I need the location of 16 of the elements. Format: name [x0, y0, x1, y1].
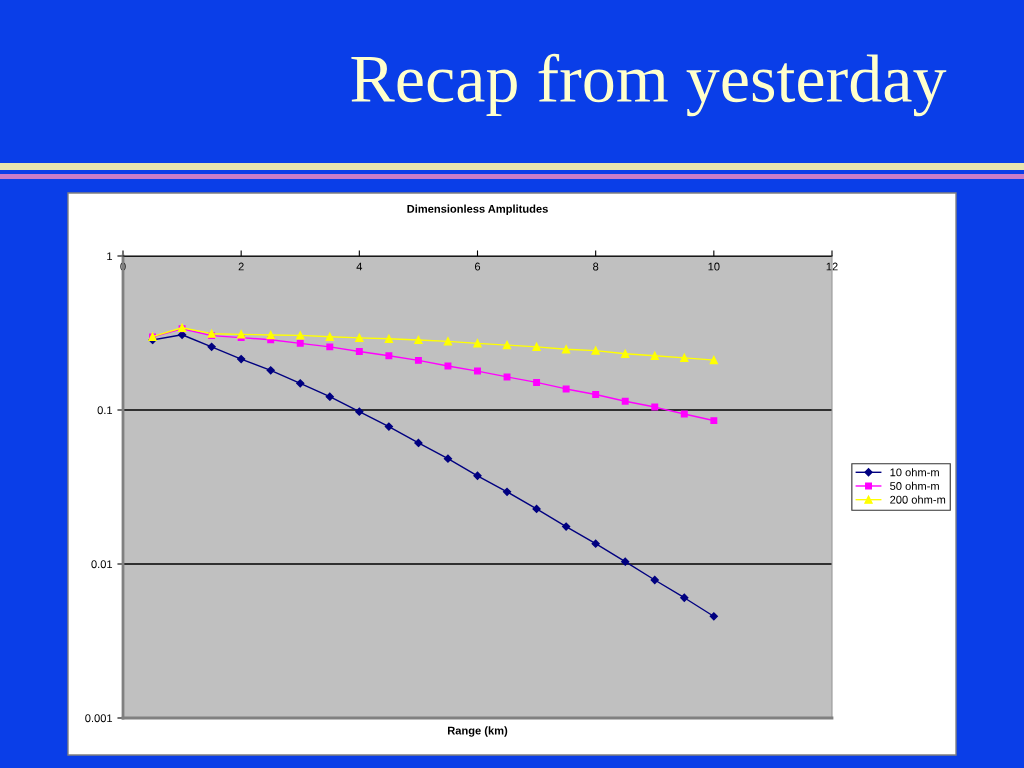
chart-title: Dimensionless Amplitudes	[407, 204, 548, 215]
legend-label: 200 ohm-m	[890, 495, 946, 504]
y-tick-label: 0.1	[97, 406, 113, 415]
x-tick-label: 8	[593, 262, 599, 271]
legend-label: 10 ohm-m	[890, 468, 939, 477]
text: Recap from yesterday	[351, 53, 947, 117]
x-tick-label: 12	[826, 262, 838, 271]
y-tick-label: 0.01	[91, 560, 113, 569]
y-tick-label: 1	[107, 252, 113, 261]
x-tick-label: 4	[356, 262, 363, 271]
x-tick-label: 6	[474, 262, 481, 271]
x-tick-label: 2	[238, 262, 244, 271]
legend-label: 50 ohm-m	[890, 481, 939, 490]
y-tick-label: 0.001	[85, 714, 113, 723]
x-tick-label: 10	[708, 262, 720, 271]
x-axis-title: Range (km)	[447, 726, 508, 737]
